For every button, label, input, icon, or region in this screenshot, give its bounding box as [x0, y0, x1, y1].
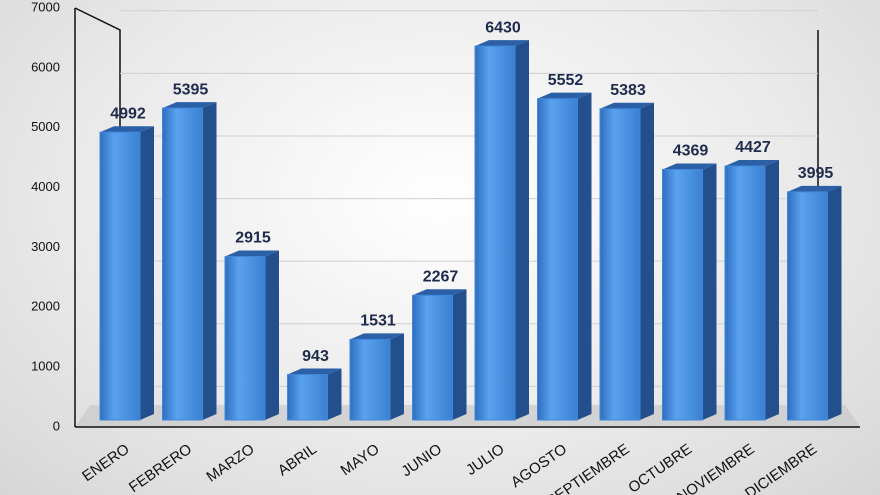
bar-top	[100, 126, 154, 133]
value-label: 5383	[610, 82, 646, 99]
bar	[599, 102, 654, 421]
value-label: 6430	[485, 19, 521, 36]
bar-front	[224, 256, 266, 421]
bar-top	[787, 185, 842, 192]
bar	[224, 250, 279, 421]
value-label: 3995	[798, 165, 834, 182]
value-label: 943	[302, 348, 329, 365]
bar-top	[475, 40, 529, 47]
bar-side	[827, 185, 842, 420]
bar	[99, 126, 154, 421]
bar	[537, 92, 592, 421]
x-tick-label: DICIEMBRE	[742, 441, 820, 495]
value-label: 4427	[735, 139, 771, 156]
bar-front	[412, 294, 453, 421]
bar-top	[350, 333, 404, 340]
bar-front	[162, 107, 203, 421]
bar-top	[412, 289, 467, 296]
bar-side	[765, 160, 779, 420]
bar-side	[640, 102, 654, 420]
bar	[412, 289, 467, 421]
bar-side	[265, 250, 279, 420]
y-tick-label: 6000	[31, 59, 60, 74]
bar	[287, 368, 342, 421]
y-tick-label: 5000	[31, 119, 60, 134]
value-label: 5395	[173, 81, 209, 98]
bar-front	[474, 45, 516, 421]
bar-front	[537, 98, 578, 421]
bar-side	[702, 163, 717, 421]
x-tick-label: ABRIL	[275, 441, 320, 480]
bar-top	[600, 102, 654, 109]
bar-top	[225, 250, 279, 257]
y-tick-label: 0	[53, 418, 60, 433]
value-label: 1531	[360, 313, 396, 330]
bar-front	[787, 191, 828, 421]
bar	[349, 333, 404, 421]
bar-top	[662, 163, 717, 170]
bar-side	[390, 333, 404, 420]
bar-front	[99, 131, 141, 421]
bar-side	[140, 126, 154, 420]
value-label: 4992	[110, 105, 146, 122]
bar-front	[599, 108, 641, 421]
y-tick-label: 1000	[31, 359, 60, 374]
bar-side	[515, 40, 529, 421]
bar-side	[577, 92, 592, 420]
value-label: 4369	[673, 143, 709, 160]
bar	[724, 160, 779, 421]
bar-top	[725, 160, 779, 167]
bar	[162, 102, 217, 421]
bar-top	[287, 368, 342, 375]
bar	[662, 163, 717, 421]
x-tick-label: ENERO	[79, 441, 132, 486]
x-tick-label: MARZO	[203, 441, 257, 486]
y-tick-label: 4000	[31, 179, 60, 194]
bar-front	[349, 338, 391, 421]
x-tick-label: JULIO	[463, 441, 508, 479]
y-tick-label: 2000	[31, 299, 60, 314]
bar	[474, 40, 529, 421]
x-tick-label: JUNIO	[398, 441, 445, 481]
bar-side	[452, 289, 467, 420]
x-tick-label: MAYO	[338, 441, 383, 480]
x-tick-label: FEBRERO	[126, 441, 195, 495]
bar-top	[537, 92, 592, 99]
y-tick-label: 3000	[31, 239, 60, 254]
bar-front	[662, 168, 703, 421]
value-label: 5552	[548, 72, 584, 89]
bar-top	[162, 102, 217, 109]
value-label: 2915	[235, 230, 271, 247]
bar-front	[724, 165, 766, 421]
value-label: 2267	[423, 269, 459, 286]
y-tick-label: 7000	[31, 0, 60, 14]
bar-side	[202, 102, 217, 421]
bar-side	[327, 368, 342, 420]
bar	[787, 185, 842, 421]
bar-front	[287, 374, 328, 421]
